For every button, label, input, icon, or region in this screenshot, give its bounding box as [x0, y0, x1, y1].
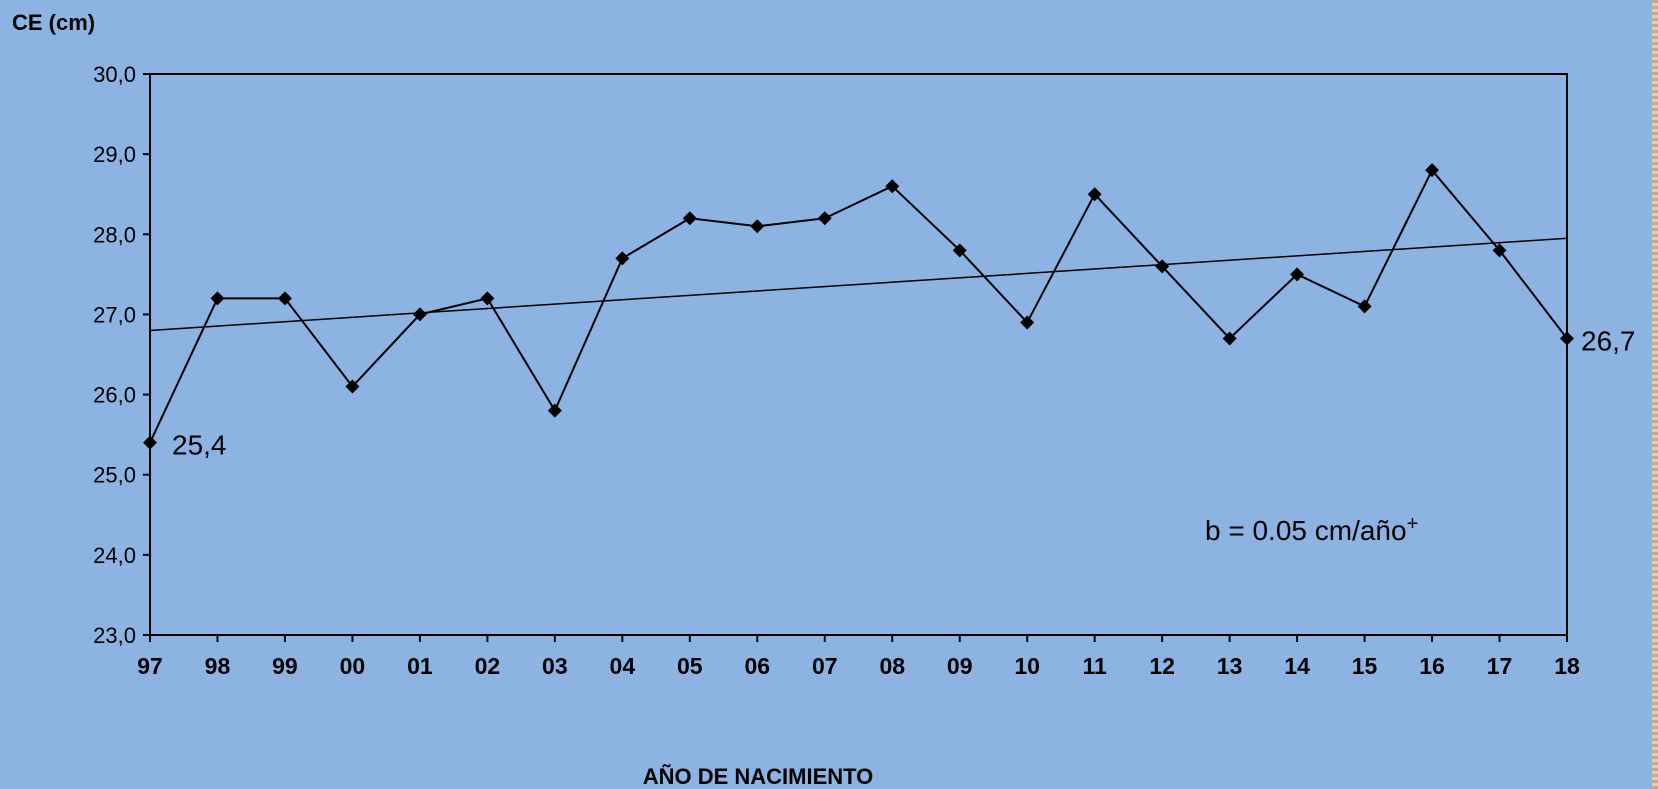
- trend-line: [149, 237, 1568, 332]
- x-tick-label: 14: [1284, 653, 1310, 679]
- x-tick-label: 07: [812, 653, 838, 679]
- data-point-marker: [1155, 259, 1170, 274]
- x-tick-label: 15: [1352, 653, 1378, 679]
- x-tick-label: 11: [1083, 653, 1108, 679]
- y-tick-label: 30,0: [93, 62, 136, 87]
- data-point-marker: [952, 243, 967, 258]
- x-tick-label: 04: [610, 653, 636, 679]
- y-tick-label: 29,0: [93, 142, 136, 167]
- y-axis-ticks: 23,0 24,0 25,0 26,0 27,0 28,0 29,0 30,0: [93, 62, 150, 648]
- x-tick-label: 17: [1487, 653, 1513, 679]
- data-point-marker: [750, 219, 765, 234]
- data-point-marker: [480, 291, 495, 306]
- slope-text: b = 0.05 cm/año: [1205, 515, 1407, 546]
- data-point-marker: [1425, 163, 1440, 178]
- data-point-marker: [1222, 331, 1237, 346]
- x-tick-label: 09: [947, 653, 973, 679]
- right-edge-border: [1652, 0, 1658, 789]
- x-tick-label: 99: [272, 653, 298, 679]
- data-point-marker: [817, 211, 832, 226]
- data-points: [143, 163, 1574, 450]
- x-tick-label: 03: [542, 653, 568, 679]
- y-tick-label: 26,0: [93, 383, 136, 408]
- y-tick-label: 25,0: [93, 463, 136, 488]
- x-tick-label: 01: [407, 653, 433, 679]
- x-tick-label: 13: [1217, 653, 1243, 679]
- x-tick-label: 08: [879, 653, 905, 679]
- x-tick-label: 00: [340, 653, 366, 679]
- y-tick-label: 24,0: [93, 543, 136, 568]
- y-tick-label: 28,0: [93, 222, 136, 247]
- y-tick-label: 23,0: [93, 623, 136, 648]
- x-tick-label: 10: [1014, 653, 1040, 679]
- y-axis-label: CE (cm): [12, 10, 95, 35]
- data-point-marker: [412, 307, 427, 322]
- x-tick-label: 98: [205, 653, 231, 679]
- plot-area-frame: [149, 73, 1568, 636]
- x-tick-label: 18: [1554, 653, 1580, 679]
- x-tick-label: 05: [677, 653, 703, 679]
- x-tick-label: 16: [1419, 653, 1445, 679]
- data-label-first: 25,4: [172, 430, 227, 461]
- y-tick-label: 27,0: [93, 302, 136, 327]
- series-line: [149, 168, 1568, 444]
- slope-superscript: +: [1407, 513, 1419, 535]
- data-point-marker: [277, 291, 292, 306]
- data-point-marker: [1020, 315, 1035, 330]
- data-point-marker: [615, 251, 630, 266]
- x-tick-label: 97: [137, 653, 163, 679]
- x-tick-label: 06: [744, 653, 770, 679]
- slope-annotation: b = 0.05 cm/año+: [1205, 513, 1418, 546]
- data-point-marker: [210, 291, 225, 306]
- x-axis-title: AÑO DE NACIMIENTO: [643, 764, 874, 789]
- x-tick-label: 02: [475, 653, 501, 679]
- data-point-marker: [885, 179, 900, 194]
- data-point-marker: [1560, 331, 1574, 346]
- data-point-marker: [1290, 267, 1305, 282]
- data-point-marker: [1087, 187, 1102, 202]
- data-point-marker: [345, 379, 360, 394]
- data-label-last: 26,7: [1581, 325, 1636, 356]
- data-point-marker: [143, 435, 157, 450]
- x-tick-label: 12: [1149, 653, 1175, 679]
- data-point-marker: [547, 403, 562, 418]
- x-axis-ticks: 97 98 99 00 01 02 03 04 05 06 07 08 09 10 11 12 13 14 15 16…: [137, 635, 1580, 679]
- data-point-marker: [1357, 299, 1372, 314]
- data-point-marker: [1492, 243, 1507, 258]
- data-point-marker: [682, 211, 697, 226]
